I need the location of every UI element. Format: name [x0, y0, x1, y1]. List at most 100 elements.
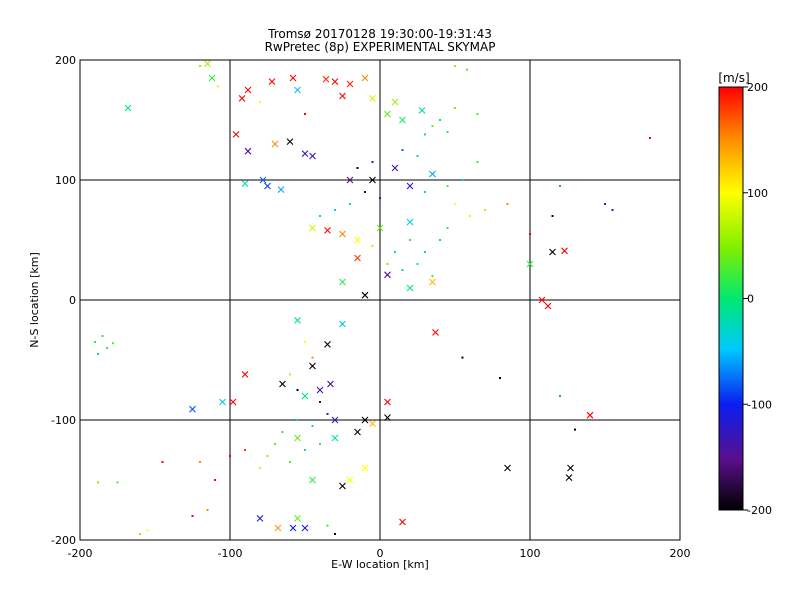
colorbar-label: [m/s] [718, 71, 749, 85]
data-point-dot [191, 515, 194, 517]
data-point-x [565, 474, 573, 481]
data-point-x [327, 380, 334, 388]
data-point-x [294, 515, 301, 522]
data-point-x [331, 78, 339, 85]
data-point-x [384, 414, 391, 421]
data-point-dot [416, 263, 419, 265]
data-point-x [277, 186, 285, 193]
data-point-x [286, 138, 294, 145]
data-point-dot [106, 347, 108, 349]
data-point-dot [454, 65, 456, 67]
data-point-dot [364, 191, 366, 193]
y-tick-label: 100 [55, 174, 76, 187]
data-point-dot [409, 239, 411, 241]
data-point-x [354, 254, 361, 262]
data-point-x [238, 95, 246, 102]
data-point-x [549, 248, 556, 256]
data-point-x [432, 329, 439, 336]
data-point-x [399, 518, 406, 526]
data-point-x [376, 224, 384, 232]
x-axis-label: E-W location [km] [331, 558, 429, 571]
data-point-x [259, 176, 267, 184]
chart-subtitle: RwPretec (8p) EXPERIMENTAL SKYMAP [265, 40, 496, 54]
y-axis-ticks: -200 -100 0 100 200 [51, 54, 86, 547]
data-point-dot [274, 443, 276, 445]
colorbar-tick-label: -100 [747, 398, 772, 411]
data-point-dot [334, 533, 336, 535]
data-point-dot [349, 203, 351, 205]
data-point-x [339, 230, 346, 238]
data-point-dot [446, 185, 449, 187]
data-point-dot [424, 251, 426, 253]
data-point-dot [469, 215, 471, 217]
data-point-dot [461, 179, 464, 181]
data-point-dot [259, 101, 261, 103]
data-point-x [229, 398, 237, 406]
data-point-dot [416, 155, 419, 157]
data-point-dot [304, 113, 306, 115]
data-point-dot [311, 425, 314, 427]
data-point-x [294, 317, 301, 324]
data-point-dot [484, 209, 486, 211]
data-point-x [354, 428, 361, 436]
data-point-dot [431, 275, 434, 277]
data-point-dot [439, 119, 441, 121]
data-point-x [301, 392, 309, 400]
data-point-dot [476, 113, 479, 115]
data-point-x [264, 182, 271, 190]
data-point-dot [574, 428, 576, 431]
data-point-dot [649, 137, 651, 139]
data-point-x [429, 170, 436, 178]
data-point-dot [424, 133, 426, 136]
data-point-x [586, 411, 594, 419]
data-point-dot [326, 524, 329, 527]
x-tick-label: 200 [670, 547, 691, 560]
x-tick-label: 100 [520, 547, 541, 560]
y-tick-label: -200 [51, 534, 76, 547]
data-point-dot [311, 356, 314, 359]
data-point-dot [394, 251, 396, 253]
data-point-dot [97, 353, 99, 355]
data-point-x [271, 140, 279, 148]
data-point-dot [529, 233, 531, 235]
data-point-x [331, 434, 339, 442]
data-point-dot [116, 481, 119, 484]
data-point-dot [296, 419, 299, 421]
data-point-x [544, 302, 552, 310]
data-point-x [232, 131, 240, 138]
data-point-dot [611, 209, 614, 211]
data-point-dot [401, 269, 404, 271]
data-point-dot [304, 449, 306, 451]
x-tick-label: -200 [68, 547, 93, 560]
data-point-x [361, 291, 369, 299]
data-point-x [418, 107, 426, 114]
data-point-x [361, 74, 369, 82]
data-point-x [526, 260, 534, 268]
data-point-x [361, 416, 369, 424]
data-point-dot [446, 227, 449, 229]
data-point-x [361, 464, 369, 472]
data-point-x [309, 476, 316, 484]
data-point-x [189, 405, 196, 413]
data-point-x [279, 380, 286, 388]
data-point-dot [304, 341, 306, 343]
colorbar-ticks: 200 100 0 -100 -200 [743, 81, 772, 517]
plot-area [79, 59, 681, 541]
data-point-dot [161, 461, 164, 463]
data-point-x [268, 78, 276, 85]
x-axis-ticks: -200 -100 0 100 200 [68, 534, 691, 560]
data-point-x [384, 271, 391, 279]
data-point-x [244, 147, 252, 155]
data-point-x [346, 176, 354, 184]
data-point-x [309, 152, 316, 160]
x-tick-label: -100 [218, 547, 243, 560]
data-point-dot [214, 479, 216, 481]
data-point-dot [466, 68, 468, 71]
data-point-dot [146, 529, 149, 532]
y-tick-label: -100 [51, 414, 76, 427]
data-point-x [331, 416, 339, 424]
data-point-x [384, 110, 391, 118]
data-point-x [256, 515, 264, 522]
data-point-x [369, 176, 376, 184]
